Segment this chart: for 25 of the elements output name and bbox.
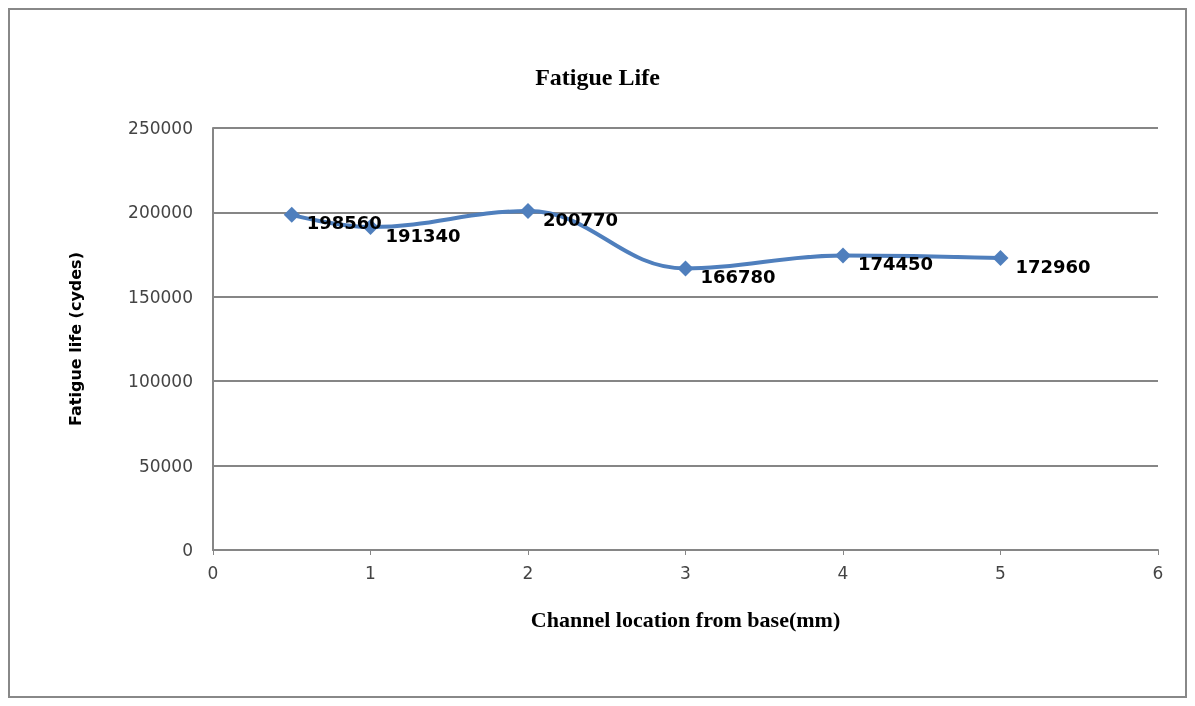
point — [835, 247, 851, 264]
point — [283, 206, 300, 223]
x-tick-label: 2 — [522, 562, 534, 583]
y-tick-label: 100000 — [128, 371, 193, 392]
point — [992, 250, 1009, 267]
y-tick-label: 0 — [182, 540, 193, 560]
point — [677, 260, 694, 277]
x-tick-label: 3 — [680, 562, 691, 583]
data-label: 191340 — [385, 224, 461, 246]
x-tick-label: 5 — [995, 562, 1006, 583]
data-label: 174450 — [858, 253, 934, 275]
y-tick-label: 250000 — [128, 118, 193, 138]
x-axis-title: Channel location from base(mm) — [530, 606, 841, 632]
y-tick-label: 50000 — [138, 455, 193, 476]
x-tick-label: 1 — [365, 562, 376, 583]
y-tick-label: 200000 — [128, 202, 193, 223]
data-label: 166780 — [700, 265, 776, 287]
y-axis-title: Fatigue life (cydes) — [65, 252, 85, 426]
data-label: 172960 — [1015, 255, 1091, 277]
chart-title: Fatigue Life — [535, 64, 661, 90]
y-tick-label: 150000 — [128, 286, 193, 307]
x-tick-label: 0 — [207, 562, 219, 583]
point — [520, 203, 536, 220]
x-tick-label: 6 — [1152, 562, 1164, 583]
x-tick-label: 4 — [837, 562, 849, 583]
